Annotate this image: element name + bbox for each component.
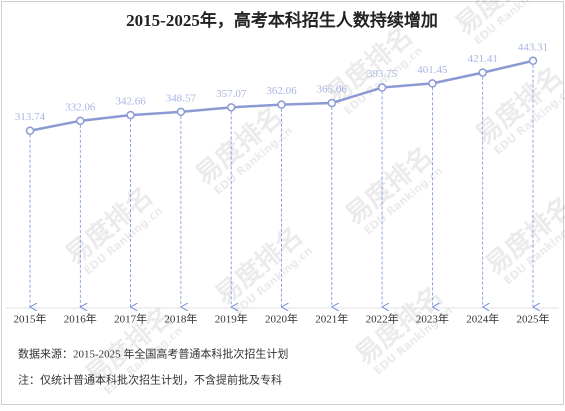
x-tick-label: 2022年 [366, 312, 399, 326]
point [377, 83, 387, 92]
point [528, 56, 538, 66]
x-tick-label: 2017年 [114, 312, 147, 326]
point [226, 103, 236, 112]
data-label: 365.06 [317, 84, 348, 96]
data-label: 393.75 [367, 68, 398, 80]
point [478, 68, 487, 77]
chart-title: 2015-2025年，高考本科招生人数持续增加 [126, 10, 438, 30]
data-label: 332.06 [65, 101, 96, 113]
x-tick-label: 2018年 [164, 312, 197, 326]
data-label: 443.31 [518, 41, 548, 53]
data-label: 362.06 [266, 85, 297, 97]
x-tick-label: 2016年 [64, 312, 97, 326]
x-tick-label: 2023年 [416, 312, 449, 326]
data-label: 313.74 [15, 111, 46, 123]
x-tick-label: 2025年 [517, 312, 550, 326]
frame [1, 1, 564, 405]
x-tick-label: 2020年 [265, 312, 298, 326]
data-label: 401.45 [417, 64, 448, 76]
x-tick-label: 2021年 [315, 312, 348, 326]
x-tick-label: 2024年 [466, 312, 499, 326]
data-label: 357.07 [216, 88, 247, 100]
point [277, 100, 286, 109]
data-label: 421.41 [468, 53, 498, 65]
x-tick-label: 2015年 [14, 312, 47, 326]
point [327, 98, 337, 108]
point [428, 79, 437, 88]
x-tick-label: 2019年 [215, 312, 248, 326]
point [25, 126, 35, 135]
source-note: 数据来源：2015-2025 年全国高考普通本科批次招生计划 [18, 347, 288, 361]
point [176, 107, 186, 117]
data-label: 348.57 [166, 92, 197, 104]
point [126, 110, 135, 120]
point [76, 116, 85, 126]
data-label: 342.66 [115, 96, 146, 108]
footnote: 注：仅统计普通本科批次招生计划，不含提前批及专科 [18, 373, 282, 387]
